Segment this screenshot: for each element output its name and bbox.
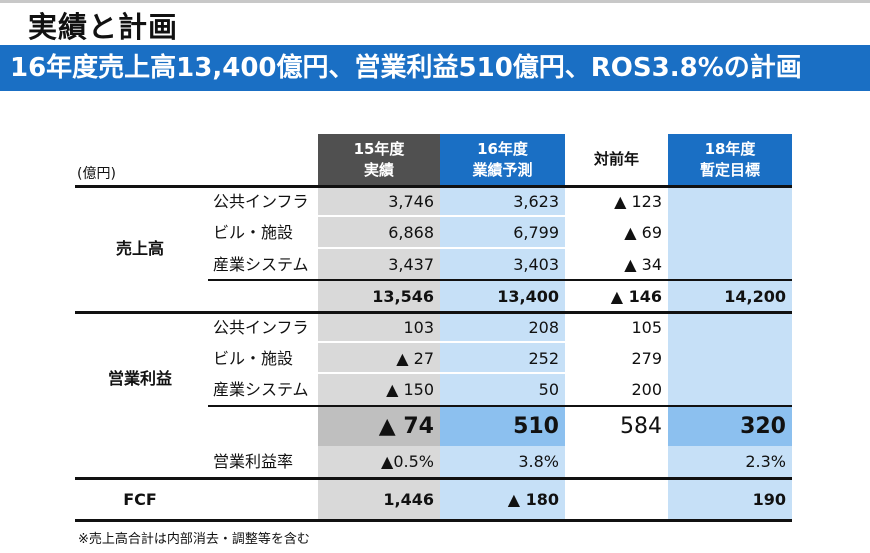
group-label-sales: 売上高: [115, 239, 164, 258]
op-total-highlight-fy15: [318, 407, 440, 446]
cell-c15: 3,746: [388, 192, 434, 211]
cell-c18: 320: [740, 414, 786, 439]
cell-c15: ▲0.5%: [381, 452, 434, 471]
row-separator: [318, 372, 668, 374]
row-separator: [318, 247, 668, 249]
cell-c16: 3.8%: [518, 452, 559, 471]
rule: [208, 279, 792, 281]
cell-c15: 6,868: [388, 223, 434, 242]
cell-yoy: 279: [631, 349, 662, 368]
group-label-fcf: FCF: [123, 490, 157, 509]
column-fy18-bg: [668, 134, 792, 520]
rule: [75, 477, 792, 480]
rule: [75, 519, 792, 522]
unit-label: (億円): [77, 166, 116, 182]
header-yoy: 対前年: [593, 150, 639, 168]
cell-c15: 1,446: [383, 490, 434, 509]
op-total-highlight-fy18: [668, 407, 792, 446]
cell-yoy: 584: [620, 414, 662, 439]
row-label: 営業利益率: [213, 452, 294, 471]
row-separator: [318, 215, 668, 217]
cell-c18: 2.3%: [745, 452, 786, 471]
cell-c18: 190: [752, 490, 786, 509]
cell-yoy: 200: [631, 380, 662, 399]
cell-yoy: ▲ 69: [624, 223, 662, 242]
cell-c16: 3,403: [513, 255, 559, 274]
cell-c15: ▲ 27: [396, 349, 434, 368]
cell-c16: 6,799: [513, 223, 559, 242]
cell-c16: ▲ 180: [507, 490, 559, 509]
rule: [75, 185, 792, 188]
cell-c16: 3,623: [513, 192, 559, 211]
row-label: ビル・施設: [213, 349, 294, 368]
cell-c16: 252: [528, 349, 559, 368]
row-label: 公共インフラ: [213, 192, 309, 211]
rule: [208, 405, 792, 407]
cell-c18: 14,200: [724, 287, 786, 306]
row-label: 産業システム: [213, 255, 309, 274]
cell-c15: 3,437: [388, 255, 434, 274]
cell-c15: ▲ 74: [378, 414, 434, 439]
footnote: ※売上高合計は内部消去・調整等を含む: [78, 532, 310, 547]
column-fy15-bg: [318, 134, 440, 520]
cell-c16: 208: [528, 318, 559, 337]
header-fy16: 16年度 業績予測: [440, 134, 565, 185]
headline-banner: 16年度売上高13,400億円、営業利益510億円、ROS3.8%の計画: [0, 45, 870, 91]
header-fy18: 18年度 暫定目標: [668, 134, 792, 185]
cell-c15: 13,546: [372, 287, 434, 306]
cell-c16: 510: [513, 414, 559, 439]
cell-c16: 50: [538, 380, 559, 399]
column-fy16-bg: [440, 134, 565, 520]
row-label: ビル・施設: [213, 223, 294, 242]
cell-c15: 103: [403, 318, 434, 337]
page-title: 実績と計画: [28, 10, 179, 44]
cell-yoy: ▲ 123: [614, 192, 662, 211]
header-fy15: 15年度 実績: [318, 134, 440, 185]
row-label: 産業システム: [213, 380, 309, 399]
rule: [75, 311, 792, 314]
row-separator: [318, 341, 668, 343]
cell-c15: ▲ 150: [386, 380, 434, 399]
cell-yoy: ▲ 146: [610, 287, 662, 306]
op-total-highlight-fy16: [440, 407, 565, 446]
cell-c16: 13,400: [497, 287, 559, 306]
row-label: 公共インフラ: [213, 318, 309, 337]
top-border: [0, 0, 870, 3]
group-label-operating-profit: 営業利益: [107, 369, 172, 388]
cell-yoy: ▲ 34: [624, 255, 662, 274]
cell-yoy: 105: [631, 318, 662, 337]
